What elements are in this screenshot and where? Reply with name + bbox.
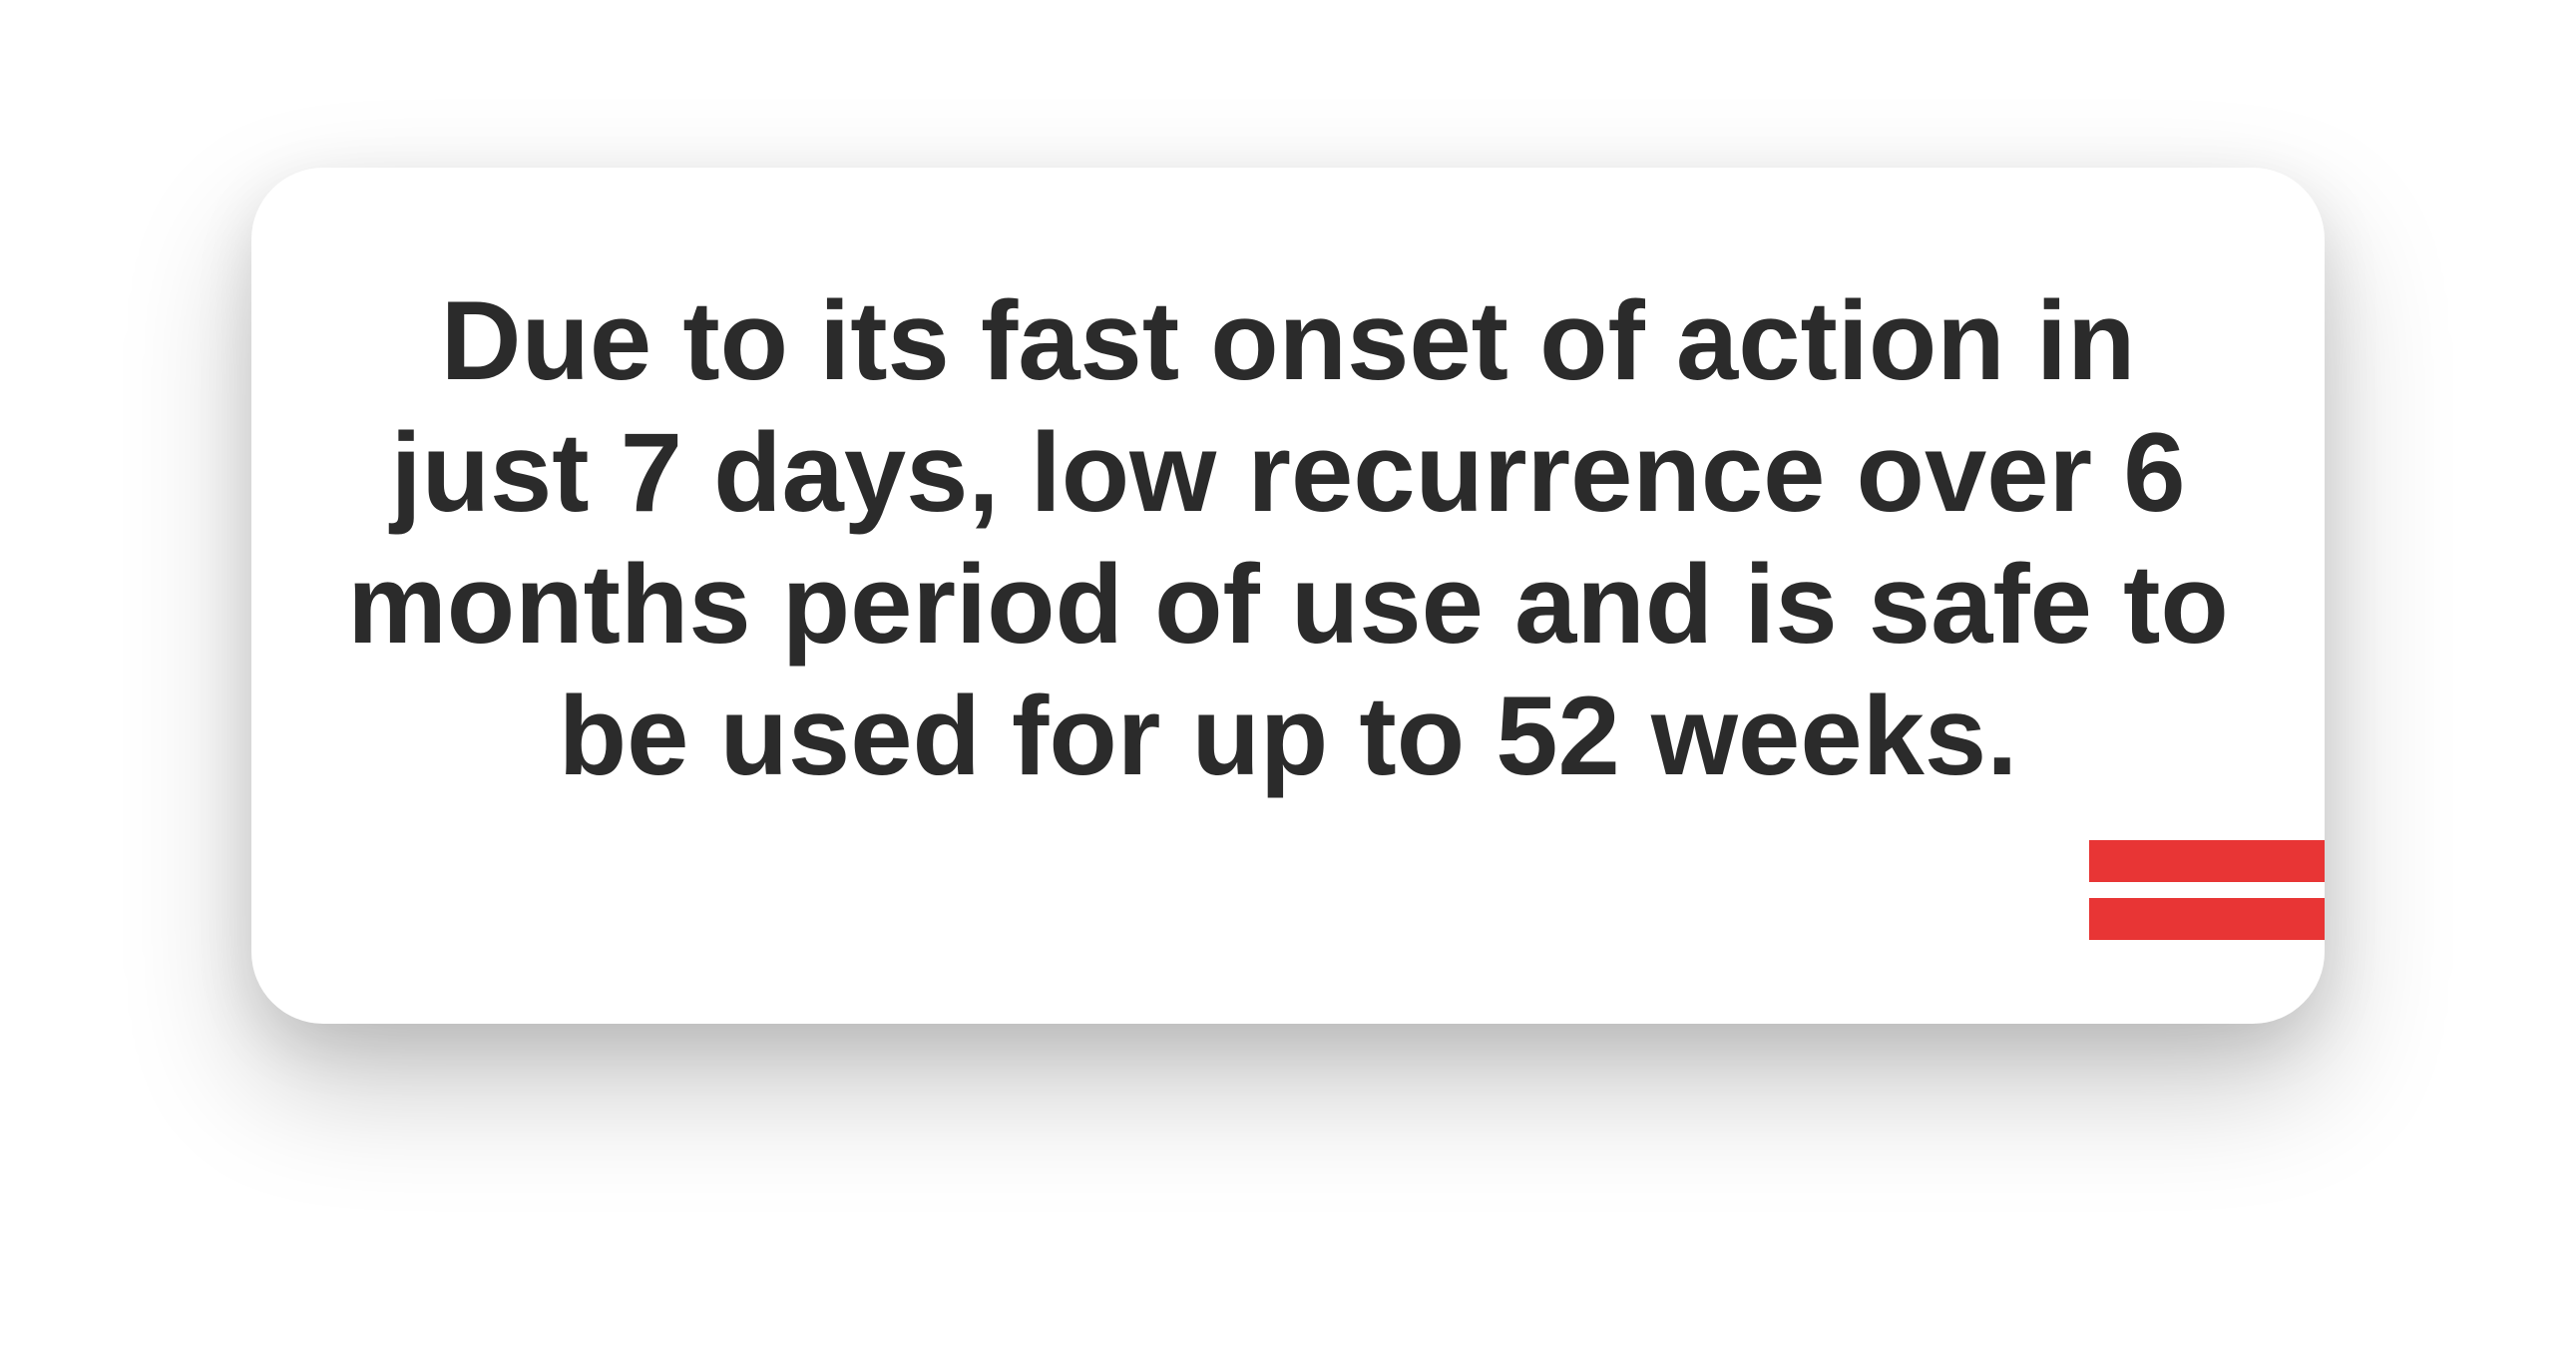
accent-stripe-bottom	[2089, 898, 2325, 940]
quote-line: Due to its fast onset of action in	[440, 278, 2136, 403]
quote-line: just 7 days, low recurrence over 6	[390, 410, 2186, 535]
quote-line: be used for up to 52 weeks.	[558, 674, 2018, 798]
quote-line: months period of use and is safe to	[347, 542, 2229, 667]
quote-text: Due to its fast onset of action in just …	[331, 275, 2245, 802]
quote-card: Due to its fast onset of action in just …	[251, 168, 2325, 1024]
accent-stripe-top	[2089, 840, 2325, 882]
